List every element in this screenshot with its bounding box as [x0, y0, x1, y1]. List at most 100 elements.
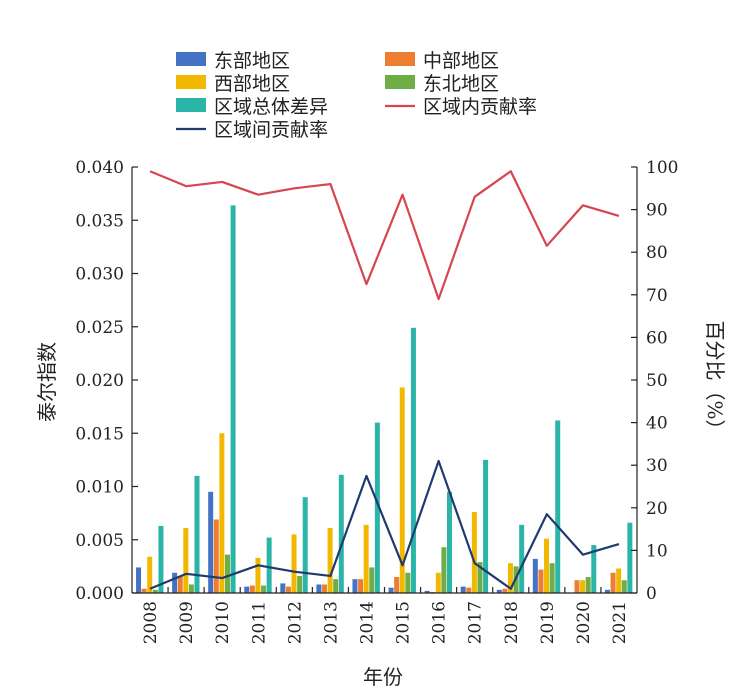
bar-中部地区-2012: [285, 586, 291, 593]
legend-swatch-西部地区: [176, 75, 206, 89]
bar-西部地区-2009: [183, 528, 189, 593]
bar-东部地区-2012: [280, 583, 286, 593]
bar-区域总体差异-2008: [158, 525, 164, 593]
bar-东部地区-2019: [532, 558, 538, 593]
bar-东北地区-2009: [188, 584, 194, 593]
bar-东北地区-2017: [477, 562, 483, 593]
legend-label-区域总体差异: 区域总体差异: [214, 96, 328, 118]
y2-tick-label: 80: [646, 243, 668, 263]
y2-tick-label: 50: [646, 371, 668, 391]
bar-东部地区-2011: [244, 586, 250, 593]
bar-区域总体差异-2018: [519, 524, 525, 593]
bar-西部地区-2020: [580, 580, 586, 593]
y2-tick-label: 0: [646, 584, 657, 604]
bar-东北地区-2015: [405, 572, 411, 593]
y2-tick-label: 70: [646, 286, 668, 306]
bar-东部地区-2014: [352, 579, 358, 593]
bar-东北地区-2008: [152, 589, 158, 593]
y-tick-label: 0.005: [75, 531, 124, 551]
x-tick-label: 2010: [213, 601, 233, 644]
legend-swatch-中部地区: [385, 52, 415, 66]
bar-西部地区-2018: [507, 563, 513, 593]
x-tick-label: 2013: [321, 601, 341, 644]
y2-tick-label: 20: [646, 499, 668, 519]
bar-中部地区-2021: [610, 572, 616, 593]
bar-区域总体差异-2014: [374, 422, 380, 593]
lines-layer: [149, 170, 620, 590]
y-tick-label: 0.030: [75, 265, 124, 285]
bar-西部地区-2013: [327, 528, 333, 593]
y-tick-label: 0.025: [75, 318, 124, 338]
bar-西部地区-2014: [363, 524, 369, 593]
x-tick-label: 2021: [610, 601, 630, 644]
bar-区域总体差异-2015: [410, 327, 416, 593]
bar-中部地区-2015: [394, 577, 400, 593]
y-tick-label: 0.010: [75, 478, 124, 498]
x-tick-label: 2019: [538, 601, 558, 644]
bar-中部地区-2010: [213, 519, 219, 593]
bars-layer: [136, 205, 633, 594]
bar-中部地区-2009: [177, 575, 183, 593]
bar-东部地区-2018: [496, 589, 502, 593]
x-tick-label: 2008: [141, 601, 161, 644]
bar-区域总体差异-2021: [627, 522, 633, 593]
legend-swatch-东北地区: [385, 75, 415, 89]
bar-区域总体差异-2009: [194, 475, 200, 593]
y2-tick-label: 30: [646, 456, 668, 476]
x-tick-label: 2009: [177, 601, 197, 644]
y2-tick-label: 100: [646, 158, 678, 178]
x-axis-title: 年份: [363, 665, 403, 689]
y-tick-label: 0.040: [75, 158, 124, 178]
bar-西部地区-2012: [291, 534, 297, 593]
bar-西部地区-2021: [616, 568, 622, 593]
bar-区域总体差异-2013: [338, 474, 344, 593]
axes-layer: 0.000 0.005 0.010 0.015 0.020 0.025 0.030 0.035…: [75, 158, 678, 644]
y-tick-label: 0.015: [75, 424, 124, 444]
legend-label-区域内贡献率: 区域内贡献率: [423, 96, 537, 118]
y2-tick-label: 60: [646, 328, 668, 348]
bar-中部地区-2017: [466, 587, 472, 593]
x-tick-label: 2016: [430, 601, 450, 644]
bar-区域总体差异-2010: [230, 205, 236, 593]
bar-东部地区-2021: [604, 589, 610, 593]
bar-区域总体差异-2016: [447, 491, 453, 593]
bar-东部地区-2009: [172, 572, 178, 593]
bar-东北地区-2013: [333, 579, 339, 593]
x-tick-label: 2017: [466, 601, 486, 644]
bar-区域总体差异-2017: [483, 459, 489, 594]
x-tick-label: 2020: [574, 601, 594, 644]
y2-tick-label: 40: [646, 414, 668, 434]
bar-东北地区-2012: [297, 575, 303, 593]
y2-tick-label: 90: [646, 201, 668, 221]
y-tick-label: 0.035: [75, 211, 124, 231]
bar-中部地区-2013: [321, 584, 327, 593]
y-axis-title: 泰尔指数: [35, 342, 59, 422]
legend-swatch-东部地区: [176, 52, 206, 66]
line-区域间贡献率: [149, 459, 620, 590]
bar-西部地区-2008: [147, 556, 153, 593]
x-tick-label: 2012: [285, 601, 305, 644]
bar-东部地区-2016: [424, 590, 430, 593]
y2-tick-label: 10: [646, 541, 668, 561]
y-tick-label: 0.000: [75, 584, 124, 604]
bar-西部地区-2019: [544, 538, 550, 593]
legend-swatch-区域总体差异: [176, 98, 206, 112]
bar-西部地区-2016: [435, 572, 441, 593]
bar-东北地区-2021: [621, 580, 627, 593]
bar-东北地区-2016: [441, 547, 447, 593]
bar-东北地区-2014: [369, 567, 375, 593]
bar-中部地区-2018: [502, 588, 508, 593]
bar-区域总体差异-2019: [555, 420, 561, 593]
bar-东北地区-2010: [224, 554, 230, 593]
legend-label-中部地区: 中部地区: [423, 50, 499, 72]
bar-西部地区-2015: [399, 387, 405, 593]
legend-label-西部地区: 西部地区: [214, 73, 290, 95]
bar-西部地区-2017: [471, 512, 477, 593]
y2-axis-title: 百分比（%）: [703, 320, 727, 439]
bar-东部地区-2017: [460, 586, 466, 593]
bar-中部地区-2011: [249, 585, 255, 593]
bar-中部地区-2008: [141, 588, 147, 593]
bar-西部地区-2010: [219, 433, 225, 593]
